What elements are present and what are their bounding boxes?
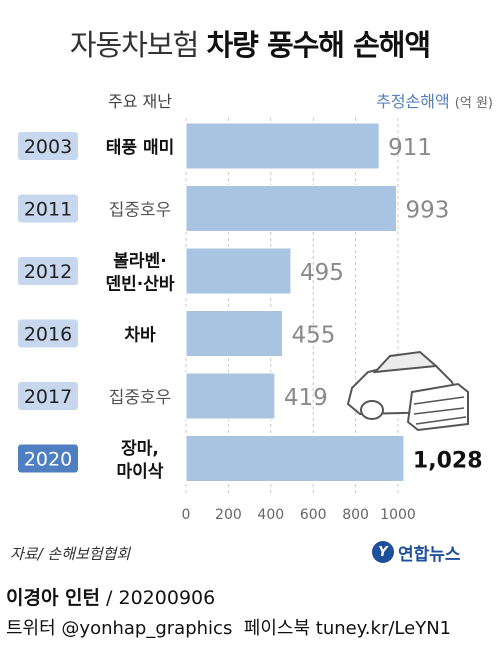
bar [185,435,405,482]
value-label: 911 [388,135,432,161]
x-tick-label: 400 [257,507,284,523]
year-label: 2011 [24,199,72,221]
credit-sep: / [100,587,119,609]
header-loss: 추정손해액 (억 원) [376,92,493,111]
title-bold: 차량 풍수해 손해액 [206,28,431,62]
header-disaster: 주요 재난 [108,92,172,111]
source-note: 자료/ 손해보험협회 [10,545,131,563]
year-label: 2016 [24,324,72,346]
flooded-car-icon [346,350,469,432]
disaster-label: 차바 [124,326,156,346]
year-label: 2020 [24,449,72,471]
bar [185,372,276,420]
facebook-url: tuney.kr/LeYN1 [315,618,452,639]
x-tick-label: 800 [342,507,369,523]
value-label: 419 [284,385,328,411]
bar [185,247,292,295]
facebook-label: 페이스북 [243,618,311,639]
disaster-label: 마이삭 [117,462,164,482]
year-box [18,132,78,160]
bar [185,185,398,232]
year-box [18,319,78,348]
disaster-label: 집중호우 [109,388,172,408]
year-box [18,382,78,410]
year-label: 2017 [24,386,72,408]
year-label: 2012 [24,261,72,283]
year-box [18,444,78,473]
value-label: 495 [300,260,344,286]
social-line: 트위터 @yonhap_graphics 페이스북 tuney.kr/LeYN1 [6,614,451,640]
x-tick-label: 200 [215,507,242,523]
title-light: 자동차보험 [69,28,199,62]
disaster-label: 장마, [121,439,159,459]
value-label: 455 [291,323,335,349]
credit-line: 이경아 인턴 / 20200906 [6,583,215,610]
bar [185,122,380,170]
chart-title: 자동차보험 차량 풍수해 손해액 [0,22,500,64]
x-tick-label: 600 [300,507,327,523]
logo-mark-icon: Y [372,541,394,563]
bar [185,310,283,357]
twitter-handle: @yonhap_graphics [61,618,233,639]
yonhap-logo: Y 연합뉴스 [372,539,461,565]
infographic-card: 자동차보험 차량 풍수해 손해액 주요 재난 추정손해액 (억 원) 0 200 400… [0,22,500,565]
value-label: 1,028 [413,449,483,474]
twitter-label: 트위터 [6,618,56,639]
disaster-label: 태풍 매미 [106,138,174,158]
x-tick-label: 1000 [380,507,416,523]
header-loss-label: 추정손해액 [376,92,455,111]
value-label: 993 [406,198,450,224]
bar-chart: 주요 재난 추정손해액 (억 원) 0 200 400 600 800 1000 2003 태풍 … [18,92,493,523]
header-unit: (억 원) [455,96,493,111]
disaster-label: 볼라벤· [113,252,166,272]
disaster-label: 집중호우 [109,201,172,221]
x-tick-label: 0 [182,507,191,523]
year-box [18,194,78,223]
logo-text: 연합뉴스 [398,544,461,565]
year-label: 2003 [24,136,72,158]
author: 이경아 인턴 [6,587,101,609]
credit-date: 20200906 [118,587,216,609]
disaster-label: 덴빈·산바 [105,275,174,295]
year-box [18,257,78,285]
